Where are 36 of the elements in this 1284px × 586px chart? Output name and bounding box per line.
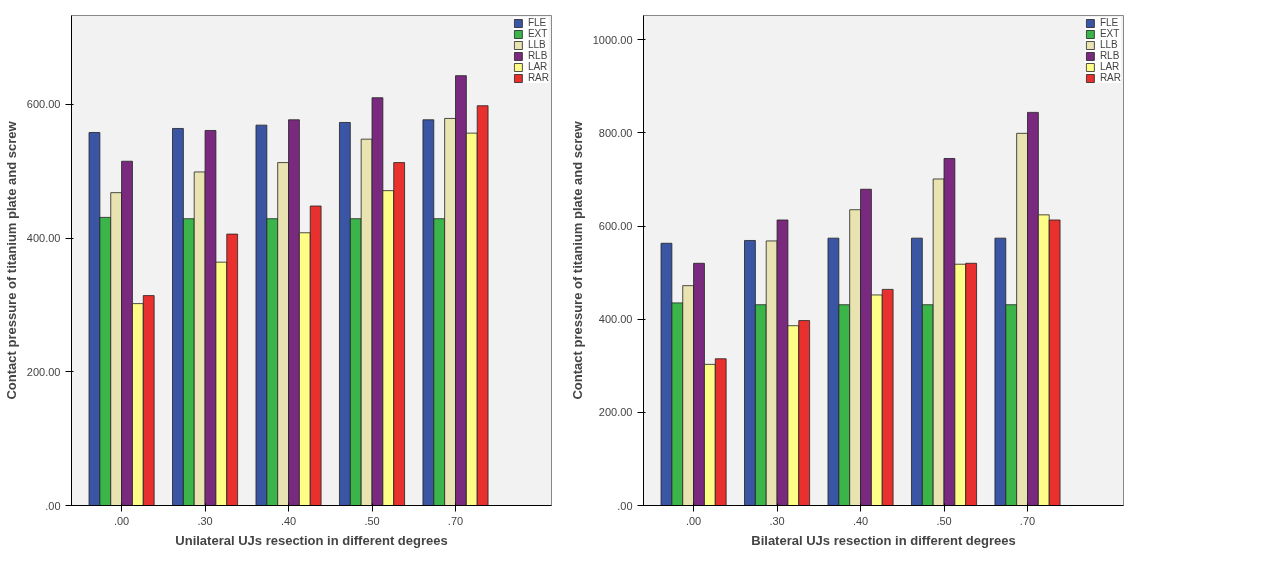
x-tick-label: .00 (685, 514, 702, 527)
legend-label: RAR (527, 72, 549, 83)
y-tick-label: .00 (617, 499, 633, 512)
legend-label: LLB (1099, 39, 1119, 50)
x-tick-label: .00 (113, 514, 130, 527)
x-tick-label: .50 (364, 514, 380, 527)
legend-label: LAR (1099, 61, 1120, 72)
legend-label: EXT (527, 28, 548, 39)
x-tick-label: .40 (280, 514, 297, 527)
x-axis-title: Unilateral UJs resection in different degrees (175, 532, 448, 548)
legend-label: LAR (527, 61, 548, 72)
x-tick-label: .70 (1019, 514, 1036, 527)
y-tick-label: 800.00 (598, 126, 633, 139)
legend-label: FLE (527, 17, 548, 28)
x-tick-label: .30 (769, 514, 785, 527)
x-axis-title: Bilateral UJs resection in different degrees (751, 532, 1016, 548)
y-axis-title: Contact pressure of titanium plate and screw (569, 120, 585, 400)
x-tick-label: .70 (447, 514, 464, 527)
legend-label: FLE (1099, 17, 1120, 28)
y-tick-label: 1000.00 (592, 33, 633, 46)
x-tick-label: .40 (852, 514, 869, 527)
y-tick-label: 600.00 (598, 220, 633, 233)
y-axis-title: Contact pressure of titanium plate and screw (3, 120, 19, 400)
y-tick-label: 200.00 (598, 406, 633, 419)
y-tick-label: 400.00 (26, 232, 61, 245)
legend-label: RLB (1099, 50, 1120, 61)
y-tick-label: 200.00 (26, 365, 61, 378)
legend-label: RLB (527, 50, 548, 61)
legend-label: EXT (1099, 28, 1120, 39)
x-tick-label: .50 (936, 514, 952, 527)
y-tick-label: 600.00 (26, 98, 61, 111)
y-tick-label: .00 (45, 499, 61, 512)
legend-label: LLB (527, 39, 547, 50)
y-tick-label: 400.00 (598, 313, 633, 326)
legend-label: RAR (1099, 72, 1121, 83)
x-tick-label: .30 (197, 514, 213, 527)
